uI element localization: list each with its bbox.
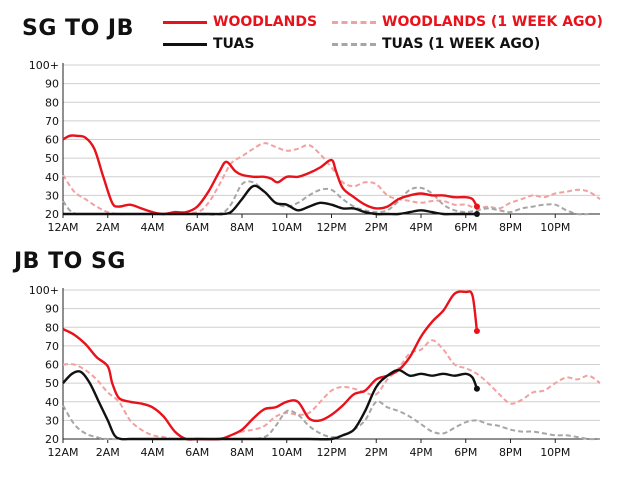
- sg-to-jb-x-tick-label-8am: 8AM: [230, 221, 254, 234]
- jb-to-sg-x-tick-label-6am: 6AM: [185, 446, 209, 459]
- jb-to-sg-x-tick-label-4am: 4AM: [140, 446, 164, 459]
- sg-to-jb-y-tick-label-40: 40: [45, 171, 59, 184]
- jb-to-sg-x-tick-label-12pm: 12PM: [316, 446, 346, 459]
- sg-to-jb-series-tuas-1-week-ago: [62, 180, 589, 216]
- legend-tuas-week-ago: TUAS (1 WEEK AGO): [332, 36, 540, 52]
- legend-tuas: TUAS: [163, 36, 254, 52]
- sg-to-jb-x-tick-label-4pm: 4PM: [409, 221, 432, 234]
- sg-to-jb-current-point-woodlands: [473, 203, 480, 210]
- sg-to-jb-y-tick-label-80: 80: [45, 96, 59, 109]
- legend-tuas-week-ago-label: TUAS (1 WEEK AGO): [382, 36, 541, 52]
- jb-to-sg-x-tick-label-4pm: 4PM: [409, 446, 432, 459]
- jb-to-sg-x-tick-label-8am: 8AM: [230, 446, 254, 459]
- jb-to-sg-y-tick-label-20: 20: [45, 433, 59, 446]
- legend-tuas-label: TUAS: [213, 36, 255, 52]
- sg-to-jb-x-tick-label-6pm: 6PM: [454, 221, 477, 234]
- jb-to-sg-x-tick-label-12am: 12AM: [47, 446, 78, 459]
- sg-to-jb-current-point-tuas: [473, 211, 480, 217]
- jb-to-sg-current-point-woodlands: [473, 327, 480, 334]
- sg-to-jb-x-tick-label-12am: 12AM: [47, 221, 78, 234]
- sg-to-jb-x-tick-label-2pm: 2PM: [365, 221, 388, 234]
- sg-to-jb-y-tick-label-90: 90: [45, 78, 59, 91]
- jb-to-sg-x-tick-label-6pm: 6PM: [454, 446, 477, 459]
- sg-to-jb-x-tick-label-4am: 4AM: [140, 221, 164, 234]
- chart-title-jb-to-sg: JB TO SG: [14, 249, 126, 274]
- jb-to-sg-y-tick-label-50: 50: [45, 377, 59, 390]
- sg-to-jb-y-tick-label-70: 70: [45, 115, 59, 128]
- jb-to-sg-y-tick-label-30: 30: [45, 414, 59, 427]
- sg-to-jb-x-tick-label-2am: 2AM: [96, 221, 120, 234]
- jb-to-sg-y-tick-label-90: 90: [45, 303, 59, 316]
- sg-to-jb-x-tick-label-10am: 10AM: [271, 221, 302, 234]
- chart-title-sg-to-jb: SG TO JB: [22, 16, 134, 41]
- jb-to-sg-y-tick-label-40: 40: [45, 396, 59, 409]
- sg-to-jb-y-tick-label-30: 30: [45, 189, 59, 202]
- sg-to-jb-x-tick-label-8pm: 8PM: [499, 221, 522, 234]
- sg-to-jb-y-tick-label-20: 20: [45, 208, 59, 221]
- sg-to-jb-y-tick-label-60: 60: [45, 134, 59, 147]
- jb-to-sg-y-tick-label-60: 60: [45, 359, 59, 372]
- jb-to-sg-x-tick-label-2am: 2AM: [96, 446, 120, 459]
- jb-to-sg-x-tick-label-10pm: 10PM: [540, 446, 570, 459]
- jb-to-sg-x-tick-label-8pm: 8PM: [499, 446, 522, 459]
- jb-to-sg-x-tick-label-2pm: 2PM: [365, 446, 388, 459]
- jb-to-sg-series-tuas: [62, 368, 479, 441]
- sg-to-jb-x-tick-label-12pm: 12PM: [316, 221, 346, 234]
- jb-to-sg-y-tick-label-100: 100+: [29, 284, 59, 297]
- jb-to-sg-current-point-tuas: [473, 385, 480, 392]
- legend-tuas-swatch: [163, 42, 207, 46]
- legend-woodlands-week-ago: WOODLANDS (1 WEEK AGO): [332, 14, 603, 30]
- legend-woodlands: WOODLANDS: [163, 14, 317, 30]
- legend-woodlands-week-ago-label: WOODLANDS (1 WEEK AGO): [382, 14, 603, 30]
- sg-to-jb-y-tick-label-50: 50: [45, 152, 59, 165]
- jb-to-sg-y-tick-label-80: 80: [45, 321, 59, 334]
- jb-to-sg-series-woodlands-1-week-ago: [62, 339, 601, 441]
- sg-to-jb-series-tuas: [63, 184, 477, 216]
- sg-to-jb-y-tick-label-100: 100+: [29, 59, 59, 72]
- sg-to-jb-x-tick-label-10pm: 10PM: [540, 221, 570, 234]
- legend-woodlands-week-ago-swatch: [332, 20, 376, 24]
- jb-to-sg-series-woodlands: [62, 290, 479, 441]
- legend-woodlands-swatch: [163, 20, 207, 24]
- jb-to-sg-y-tick-label-70: 70: [45, 340, 59, 353]
- sg-to-jb-x-tick-label-6am: 6AM: [185, 221, 209, 234]
- sg-to-jb-series-woodlands: [62, 134, 478, 216]
- jb-to-sg-series-tuas-1-week-ago: [62, 400, 601, 441]
- jb-to-sg-x-tick-label-10am: 10AM: [271, 446, 302, 459]
- legend-woodlands-label: WOODLANDS: [213, 14, 318, 30]
- legend-tuas-week-ago-swatch: [332, 42, 376, 46]
